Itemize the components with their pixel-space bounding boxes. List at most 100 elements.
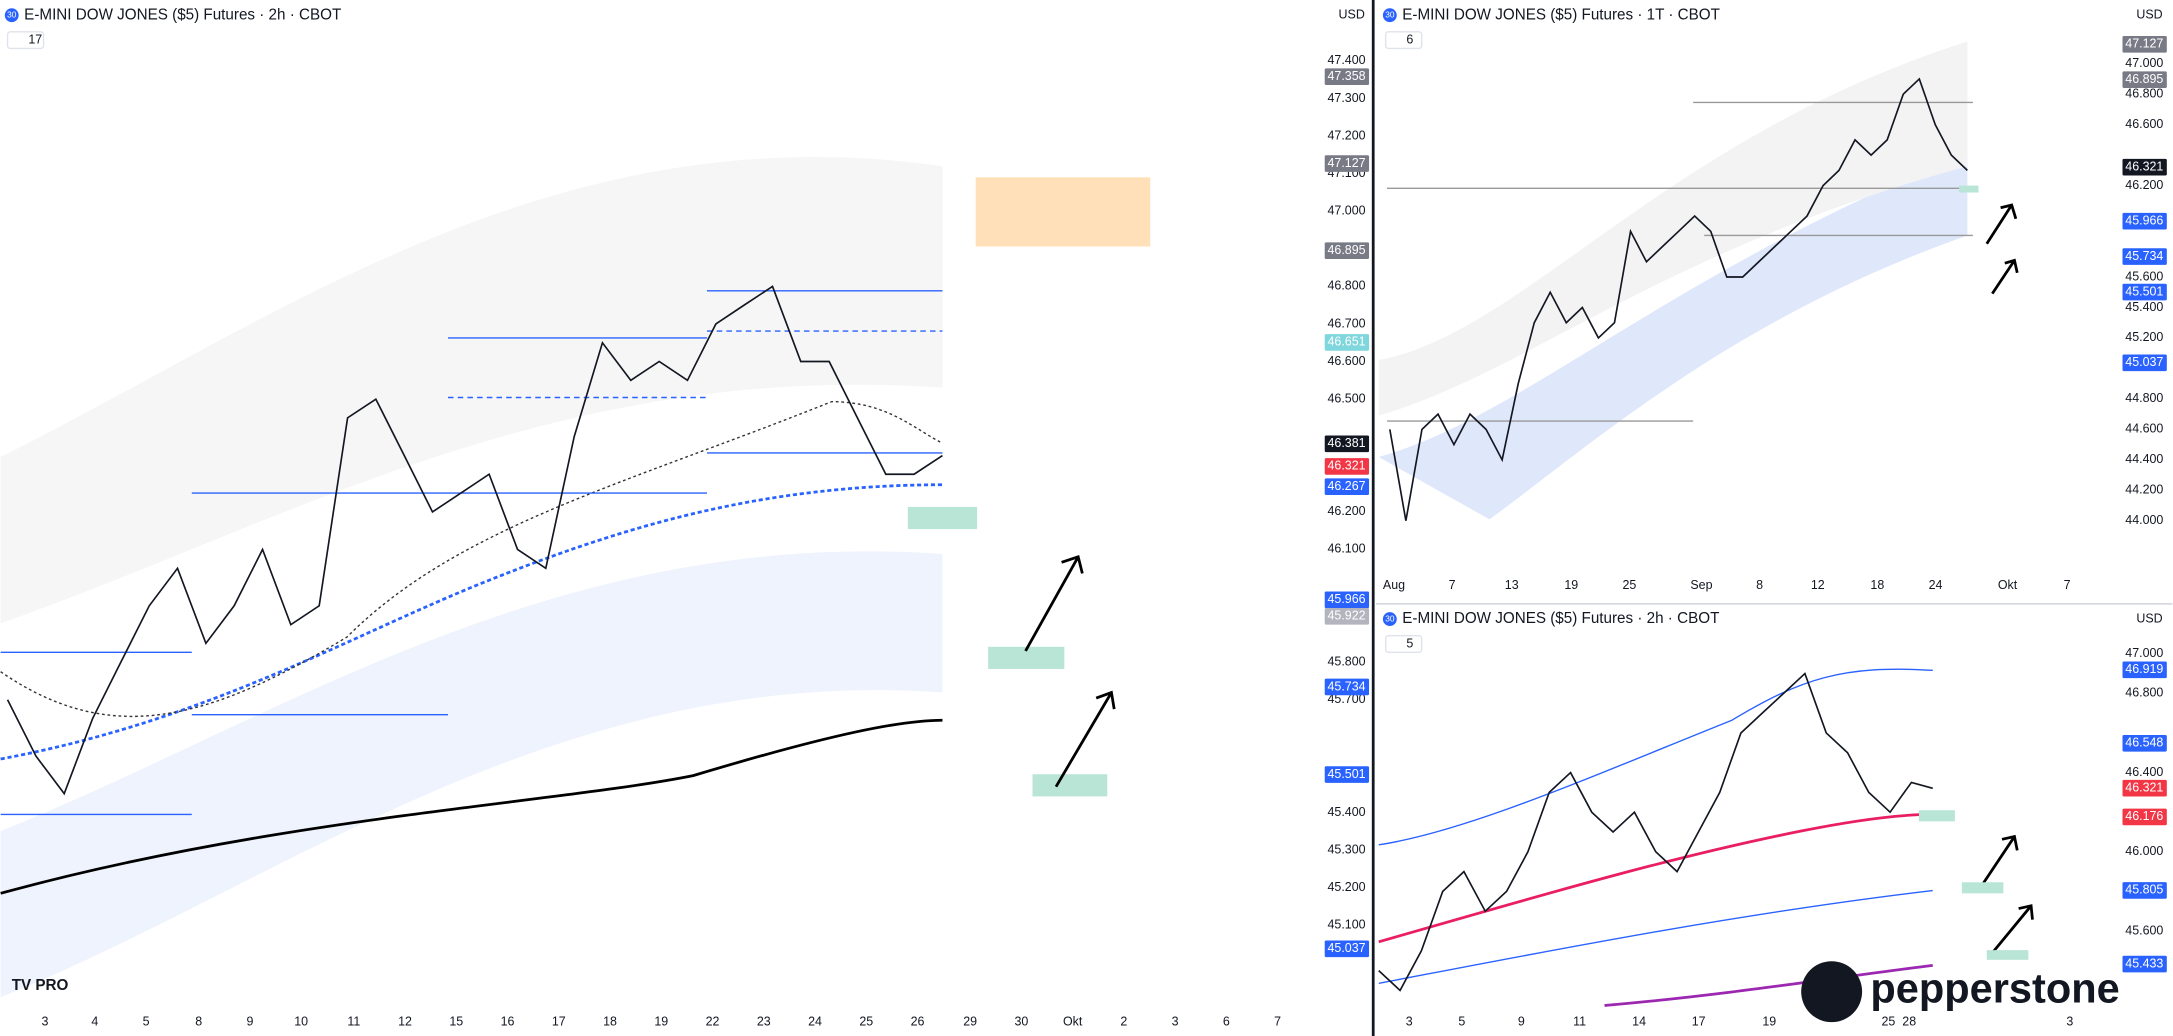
logo: pepperstone	[1870, 965, 2119, 1012]
price-tick-label: 45.200	[1327, 880, 1365, 894]
price-tick-label: 45.600	[2125, 269, 2163, 283]
price-tag	[2122, 808, 2167, 826]
indicator-toggle[interactable]	[6, 31, 45, 50]
zone	[907, 506, 978, 530]
price-tag	[1324, 608, 1370, 625]
price-tag-label: 45.922	[1327, 609, 1365, 623]
date-label: 22	[706, 1014, 720, 1028]
date-label: 30	[1014, 1014, 1028, 1028]
price-tick-label: 46.000	[2125, 844, 2163, 858]
price-tag-label: 46.321	[1327, 459, 1365, 473]
zone	[1961, 882, 2004, 894]
price-tag	[1324, 242, 1370, 260]
price-tick-label: 44.000	[2125, 513, 2163, 527]
price-tick-label: 44.800	[2125, 391, 2163, 405]
price-tick-label: 44.600	[2125, 422, 2163, 436]
price-tick-label: 45.700	[1327, 692, 1365, 706]
price-tick-label: 45.600	[2125, 923, 2163, 937]
date-label: 17	[552, 1014, 566, 1028]
price-tick-label: 45.400	[1327, 805, 1365, 819]
price-tag-label: 47.127	[1327, 156, 1365, 170]
price-line	[1378, 672, 1933, 992]
date-label: 12	[398, 1014, 412, 1028]
date-label: Aug	[1383, 578, 1405, 592]
price-tick-label: 46.700	[1327, 316, 1365, 330]
price-tick-label: 45.100	[1327, 917, 1365, 931]
date-label: 10	[294, 1014, 308, 1028]
date-label: 17	[1692, 1014, 1706, 1028]
price-tick-label: 46.800	[2125, 686, 2163, 700]
price-tag	[1324, 435, 1370, 453]
price-tick-label: 45.200	[2125, 330, 2163, 344]
logo-mark	[1801, 961, 1863, 1023]
price-tick-label: 47.400	[1327, 53, 1365, 67]
moving-average	[0, 718, 943, 895]
indicator-toggle[interactable]	[1384, 635, 1423, 654]
price-line	[1389, 77, 1968, 521]
price-tick-label: 47.000	[2125, 646, 2163, 660]
price-tag-label: 47.127	[2125, 37, 2163, 51]
price-tag-label: 46.919	[2125, 662, 2163, 676]
badge-text: 30	[7, 9, 17, 19]
price-tag	[1324, 478, 1370, 495]
price-tag	[2122, 71, 2167, 89]
date-label: 28	[1902, 1014, 1916, 1028]
date-label: Sep	[1690, 578, 1712, 592]
price-tag	[1324, 678, 1370, 696]
price-tag-label: 46.895	[1327, 243, 1365, 257]
date-label: 24	[808, 1014, 822, 1028]
chart-title: E-MINI DOW JONES ($5) Futures · 2h · CBO…	[24, 6, 341, 23]
price-tag-label: 46.895	[2125, 72, 2163, 86]
price-tag	[2122, 882, 2167, 899]
date-label: 4	[91, 1014, 98, 1028]
zone	[1032, 774, 1108, 797]
price-tick-label: 45.300	[1327, 842, 1365, 856]
chart-title: E-MINI DOW JONES ($5) Futures · 1T · CBO…	[1402, 6, 1720, 23]
zone	[1918, 810, 1955, 822]
price-tag-label: 46.381	[1327, 436, 1365, 450]
price-tag-label: 46.548	[2125, 736, 2163, 750]
zone	[1986, 950, 2029, 960]
band	[1378, 41, 1968, 416]
price-tag	[2122, 779, 2167, 797]
date-label: 24	[1929, 578, 1943, 592]
date-label: 25	[1882, 1014, 1896, 1028]
price-tag-label: 46.651	[1327, 335, 1365, 349]
indicator-toggle[interactable]	[1384, 31, 1423, 50]
date-label: 7	[2064, 578, 2071, 592]
date-label: 11	[1573, 1014, 1586, 1028]
price-tag	[2122, 158, 2167, 176]
price-tick-label: 46.500	[1327, 391, 1365, 405]
indicator-count: 6	[1406, 32, 1413, 46]
price-tick-label: 46.600	[1327, 354, 1365, 368]
date-label: 16	[501, 1014, 515, 1028]
price-tag-label: 46.176	[2125, 809, 2163, 823]
price-tick-label: 45.400	[2125, 300, 2163, 314]
price-tag	[2122, 212, 2167, 230]
symbol-badge	[1382, 612, 1397, 627]
badge-text: 30	[1385, 9, 1395, 19]
date-label: 18	[1870, 578, 1884, 592]
date-label: 8	[1756, 578, 1763, 592]
date-label: 9	[246, 1014, 253, 1028]
date-label: 26	[911, 1014, 925, 1028]
price-tag	[1324, 591, 1370, 609]
symbol-badge	[4, 8, 19, 23]
currency: USD	[2136, 611, 2162, 625]
date-label: 25	[1623, 578, 1637, 592]
price-tag	[1324, 766, 1370, 783]
date-label: 3	[1406, 1014, 1413, 1028]
band	[0, 551, 943, 998]
arrows	[1024, 203, 2034, 954]
symbol-badge	[1382, 8, 1397, 23]
band	[1378, 152, 1968, 520]
price-tag-label: 47.358	[1327, 69, 1365, 83]
date-label: 13	[1505, 578, 1519, 592]
price-line	[6, 285, 943, 796]
price-tag-label: 45.501	[2125, 284, 2163, 298]
price-tick-label: 46.600	[2125, 117, 2163, 131]
price-tag-label: 45.734	[2125, 249, 2163, 263]
date-label: 12	[1811, 578, 1825, 592]
price-tag	[1324, 68, 1370, 86]
date-label: 3	[2066, 1014, 2073, 1028]
